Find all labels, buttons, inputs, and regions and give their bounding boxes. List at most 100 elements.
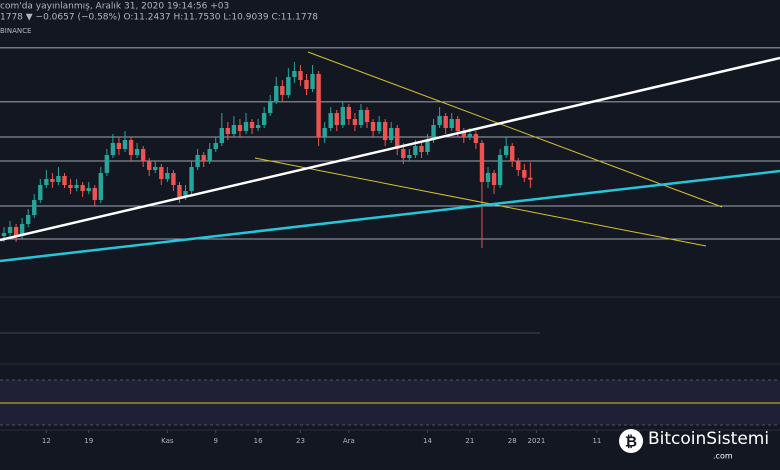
candle-body <box>171 173 176 185</box>
candle-body <box>382 122 388 140</box>
candle-body <box>128 140 134 155</box>
candle-body <box>443 116 448 128</box>
candle-body <box>316 74 321 137</box>
candle-body <box>261 113 267 125</box>
candle-body <box>407 155 412 158</box>
candle-body <box>140 149 146 161</box>
candle-body <box>425 140 430 152</box>
candle-body <box>431 125 436 140</box>
candle-body <box>201 155 206 161</box>
candle-body <box>479 143 485 182</box>
candle-body <box>268 101 273 113</box>
candle-body <box>122 140 128 149</box>
trendline <box>0 169 780 263</box>
candle-body <box>455 119 460 131</box>
candle-body <box>352 119 358 125</box>
x-tick-label: 21 <box>465 437 474 445</box>
candle-body <box>389 128 394 140</box>
x-tick-label: 11 <box>592 437 601 445</box>
candle-body <box>177 185 182 197</box>
x-tick-label: 23 <box>296 437 305 445</box>
candle-body <box>304 80 309 89</box>
trendline <box>0 56 780 242</box>
candle-body <box>274 86 279 101</box>
trendline <box>254 157 707 247</box>
candle-body <box>358 110 364 125</box>
candle-body <box>516 161 521 170</box>
header-ohlc: 1778 ▼ −0.0657 (−0.58%) O:11.2437 H:11.7… <box>0 13 318 23</box>
candle-body <box>195 155 200 167</box>
candle-body <box>340 107 346 125</box>
candle-body <box>473 134 479 143</box>
candle-body <box>183 191 188 197</box>
candle-body <box>449 119 454 128</box>
candle-body <box>98 173 103 200</box>
candle-body <box>25 215 31 224</box>
candle-body <box>74 185 79 188</box>
candle-body <box>310 74 315 89</box>
x-tick-label: 14 <box>423 437 432 445</box>
candle-body <box>50 179 55 182</box>
candle-body <box>328 113 333 128</box>
x-tick-label: 28 <box>508 437 517 445</box>
candle-body <box>80 185 85 191</box>
logo-suffix: .com <box>713 452 733 461</box>
candle-body <box>104 155 110 173</box>
x-tick-label: Kas <box>161 437 174 445</box>
candle-body <box>467 134 473 137</box>
candle-body <box>249 122 255 128</box>
candle-body <box>56 176 61 182</box>
candle-body <box>346 107 352 119</box>
candle-body <box>134 149 140 155</box>
candle-body <box>286 77 291 95</box>
candle-body <box>243 122 249 131</box>
logo-glyph: ₿ <box>625 433 637 451</box>
x-tick-label: Ara <box>343 437 355 445</box>
logo-icon <box>619 429 643 453</box>
candle-body <box>461 131 467 137</box>
candle-body <box>1 233 7 236</box>
x-tick-label: 16 <box>254 437 263 445</box>
logo: ₿ BitcoinSistemi .com <box>619 429 769 461</box>
x-tick-label: 2021 <box>528 437 546 445</box>
exchange: BINANCE <box>0 27 31 35</box>
candle-body <box>231 125 237 134</box>
x-tick-label: 9 <box>214 437 218 445</box>
candle-body <box>491 173 497 185</box>
candle-body <box>207 149 212 161</box>
candle-body <box>92 188 97 200</box>
candle-body <box>334 113 339 125</box>
candle-body <box>510 146 515 161</box>
candle-body <box>38 185 43 200</box>
candle-body <box>237 125 243 131</box>
x-tick-label: 12 <box>42 437 51 445</box>
candle-body <box>68 185 73 188</box>
header-title: com'da yayınlanmış, Aralık 31, 2020 19:1… <box>0 2 229 12</box>
candle-body <box>522 170 527 178</box>
candle-body <box>364 110 370 122</box>
candle-body <box>116 143 122 149</box>
candle-body <box>485 173 491 182</box>
candle-body <box>153 167 158 170</box>
candle-body <box>159 167 164 179</box>
candle-body <box>292 71 297 77</box>
candle-body <box>413 146 418 155</box>
candle-body <box>376 122 382 131</box>
candle-body <box>225 128 231 134</box>
candle-body <box>255 125 261 128</box>
x-tick-label: 19 <box>84 437 93 445</box>
candle-body <box>497 155 503 185</box>
candle-body <box>395 128 400 149</box>
candle-body <box>7 227 13 233</box>
candle-body <box>419 146 424 152</box>
candle-body <box>19 224 25 236</box>
candle-body <box>298 71 303 80</box>
trendline <box>307 51 723 208</box>
candle-body <box>280 86 285 95</box>
candle-body <box>370 122 376 131</box>
candle-body <box>110 143 116 155</box>
candle-body <box>213 143 218 149</box>
candle-body <box>322 128 327 137</box>
candle-body <box>86 188 91 191</box>
